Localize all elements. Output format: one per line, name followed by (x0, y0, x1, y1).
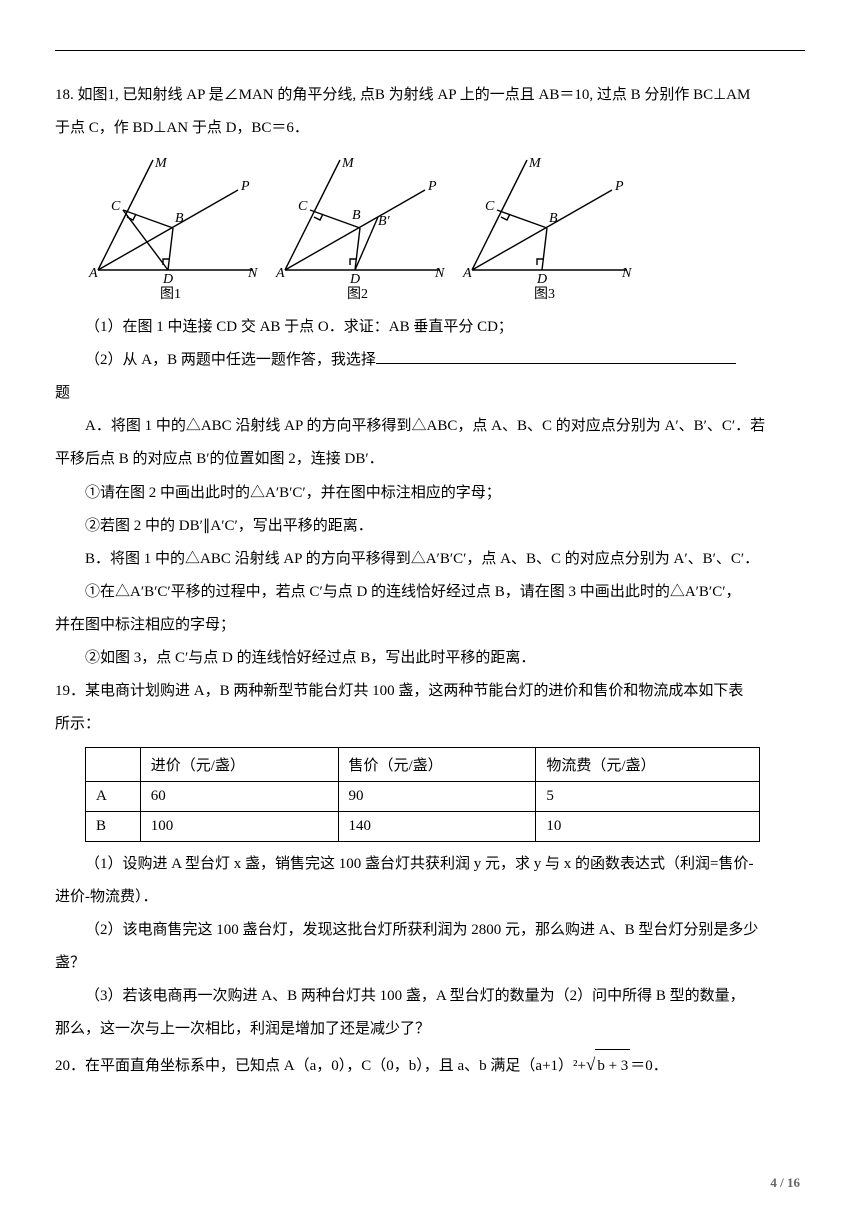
q19-p3a: （3）若该电商再一次购进 A、B 两种台灯共 100 盏，A 型台灯的数量为（2… (55, 980, 805, 1013)
page-number: 4 / 16 (770, 1175, 800, 1191)
sqrt-inner: b + 3 (595, 1049, 630, 1083)
q18-part2-text: （2）从 A，B 两题中任选一题作答，我选择 (85, 352, 376, 368)
q18-A-c2: ②若图 2 中的 DB′∥A′C′，写出平移的距离． (55, 510, 805, 543)
table-header: 售价（元/盏） (338, 748, 536, 782)
q18-B-c1b: 并在图中标注相应的字母； (55, 609, 805, 642)
q19-p2b: 盏？ (55, 947, 805, 980)
q18-A-l1: A．将图 1 中的△ABC 沿射线 AP 的方向平移得到△ABC，点 A、B、C… (55, 410, 805, 443)
q19-intro-l1: 19．某电商计划购进 A，B 两种新型节能台灯共 100 盏，这两种节能台灯的进… (55, 675, 805, 708)
q18-B-l1: B．将图 1 中的△ABC 沿射线 AP 的方向平移得到△A′B′C′，点 A、… (55, 543, 805, 576)
answer-blank-line[interactable] (376, 363, 736, 364)
q18-intro-l2: 于点 C，作 BD⊥AN 于点 D，BC＝6． (55, 112, 805, 145)
table-cell: 100 (140, 812, 338, 842)
q18-intro-l1: 18. 如图1, 已知射线 AP 是∠MAN 的角平分线, 点B 为射线 AP … (55, 79, 805, 112)
table-header: 进价（元/盏） (140, 748, 338, 782)
svg-text:P: P (427, 179, 437, 194)
svg-text:C: C (298, 199, 308, 214)
q19-intro-l2: 所示： (55, 708, 805, 741)
q18-B-c2: ②如图 3，点 C′与点 D 的连线恰好经过点 B，写出此时平移的距离． (55, 642, 805, 675)
svg-text:N: N (247, 266, 258, 281)
svg-text:P: P (240, 179, 250, 194)
figure-2: M P A N C B B′ D 图2 (270, 155, 445, 303)
figure-1: M P A N C B D 图1 (83, 155, 258, 303)
table-cell: 10 (536, 812, 760, 842)
table-cell: 60 (140, 782, 338, 812)
svg-text:A: A (88, 266, 98, 281)
q18-ti: 题 (55, 377, 805, 410)
svg-text:A: A (275, 266, 285, 281)
figure-3-caption: 图3 (534, 283, 555, 303)
svg-text:M: M (154, 156, 168, 171)
figure-1-caption: 图1 (160, 283, 181, 303)
q20-post: ＝0． (630, 1058, 668, 1074)
svg-text:N: N (434, 266, 445, 281)
q19-p1b: 进价-物流费）． (55, 881, 805, 914)
q20-line: 20．在平面直角坐标系中，已知点 A（a，0），C（0，b），且 a、b 满足（… (55, 1046, 805, 1083)
svg-text:P: P (614, 179, 624, 194)
svg-text:M: M (341, 156, 355, 171)
q19-p3b: 那么，这一次与上一次相比，利润是增加了还是减少了？ (55, 1013, 805, 1046)
q18-A-l2: 平移后点 B 的对应点 B′的位置如图 2，连接 DB′． (55, 443, 805, 476)
table-cell: 90 (338, 782, 536, 812)
table-cell: 140 (338, 812, 536, 842)
table-header: 物流费（元/盏） (536, 748, 760, 782)
sqrt-icon: √ (586, 1055, 595, 1074)
q19-p2a: （2）该电商售完这 100 盏台灯，发现这批台灯所获利润为 2800 元，那么购… (55, 914, 805, 947)
sqrt-expr: √b + 3 (586, 1046, 630, 1083)
svg-text:N: N (621, 266, 632, 281)
svg-text:B: B (352, 208, 361, 223)
svg-text:C: C (485, 199, 495, 214)
table-cell: B (86, 812, 141, 842)
table-cell: 5 (536, 782, 760, 812)
table-cell: A (86, 782, 141, 812)
svg-text:A: A (462, 266, 472, 281)
svg-text:C: C (111, 199, 121, 214)
table-header-row: 进价（元/盏） 售价（元/盏） 物流费（元/盏） (86, 748, 760, 782)
q18-A-c1: ①请在图 2 中画出此时的△A′B′C′，并在图中标注相应的字母； (55, 476, 805, 510)
q19-table: 进价（元/盏） 售价（元/盏） 物流费（元/盏） A 60 90 5 B 100… (85, 747, 760, 842)
q18-figures: M P A N C B D 图1 (83, 155, 805, 303)
q18-B-c1a: ①在△A′B′C′平移的过程中，若点 C′与点 D 的连线恰好经过点 B，请在图… (55, 576, 805, 609)
svg-text:B: B (549, 211, 558, 226)
svg-text:B′: B′ (378, 214, 391, 229)
q19-p1a: （1）设购进 A 型台灯 x 盏，销售完这 100 盏台灯共获利润 y 元，求 … (55, 848, 805, 881)
figure-3: M P A N C B D 图3 (457, 155, 632, 303)
q18-part1: （1）在图 1 中连接 CD 交 AB 于点 O．求证：AB 垂直平分 CD； (55, 311, 805, 344)
q18-part2: （2）从 A，B 两题中任选一题作答，我选择 (55, 344, 805, 377)
table-header (86, 748, 141, 782)
svg-text:B: B (175, 211, 184, 226)
q20-pre: 20．在平面直角坐标系中，已知点 A（a，0），C（0，b），且 a、b 满足（… (55, 1058, 586, 1074)
figure-2-caption: 图2 (347, 283, 368, 303)
table-row: B 100 140 10 (86, 812, 760, 842)
top-rule (55, 50, 805, 51)
svg-text:M: M (528, 156, 542, 171)
table-row: A 60 90 5 (86, 782, 760, 812)
